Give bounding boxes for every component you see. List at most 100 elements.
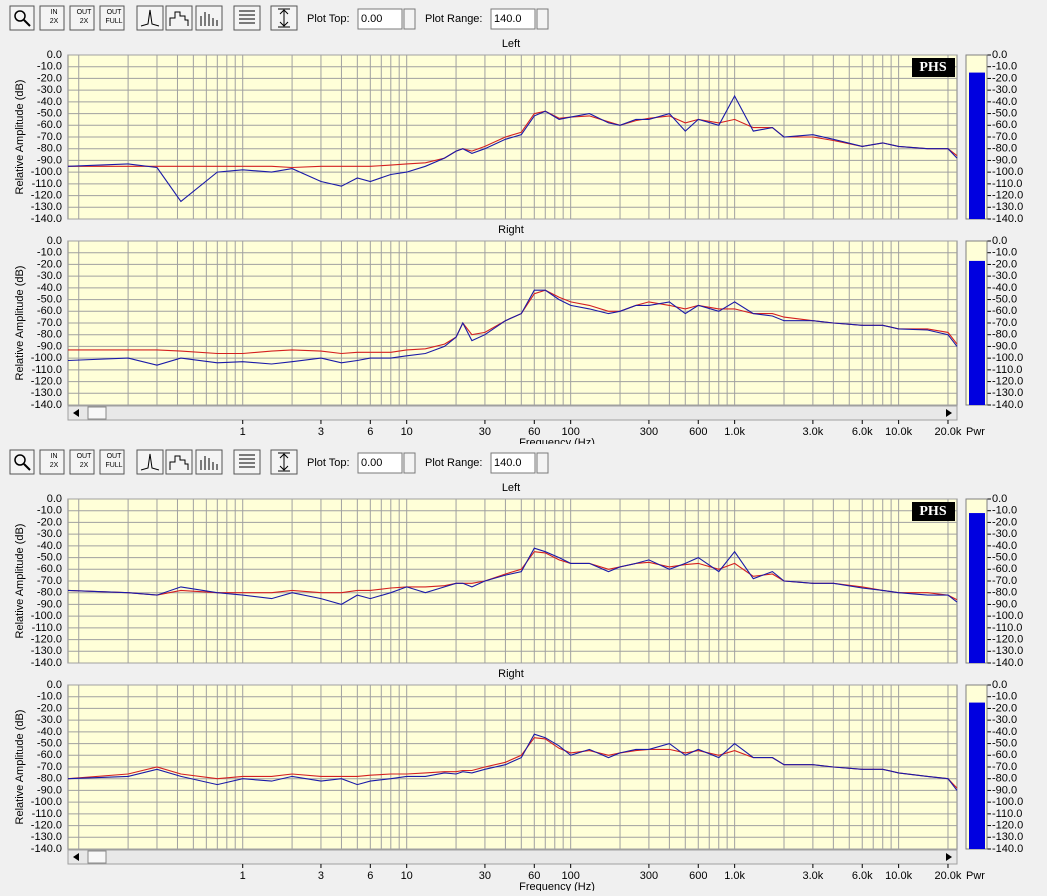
y-tick-label: 0.0 — [47, 49, 62, 61]
icon-label: IN — [51, 453, 58, 460]
meter-tick-label: -70.0 — [992, 575, 1017, 587]
spinner[interactable] — [403, 8, 416, 30]
scroll-right[interactable] — [946, 409, 952, 417]
meter-tick-label: -80.0 — [992, 143, 1017, 155]
icon — [140, 453, 160, 471]
y-tick-label: -70.0 — [37, 575, 62, 587]
meter-tick-label: -130.0 — [992, 831, 1023, 843]
meter-tick-label: -20.0 — [992, 258, 1017, 270]
zoom-preset-button[interactable] — [99, 449, 125, 475]
plot-top-input[interactable] — [357, 452, 403, 474]
x-tick-label: 6.0k — [852, 426, 873, 438]
meter-tick-label: -40.0 — [992, 540, 1017, 552]
view-mode-button[interactable] — [136, 449, 164, 475]
x-tick-label: 10 — [401, 426, 413, 438]
chart-title: Right — [498, 668, 524, 680]
y-tick-label: -10.0 — [37, 691, 62, 703]
scroll-thumb[interactable] — [87, 850, 107, 864]
meter-bar — [969, 260, 985, 405]
settings-button[interactable] — [233, 5, 261, 31]
plot-top-input[interactable] — [357, 8, 403, 30]
meter-tick-label: -120.0 — [992, 375, 1023, 387]
meter-tick-label: -50.0 — [992, 551, 1017, 563]
plot-top-value: 0.00 — [361, 13, 382, 25]
y-tick-label: -50.0 — [37, 551, 62, 563]
badge — [912, 502, 955, 521]
y-tick-label: -70.0 — [37, 317, 62, 329]
zoom-button[interactable] — [9, 449, 35, 475]
meter-tick-label: -80.0 — [992, 773, 1017, 785]
y-tick-label: -60.0 — [37, 305, 62, 317]
plot-range-label: Plot Range: — [425, 457, 482, 469]
plot-range-input[interactable] — [490, 452, 536, 474]
meter-tick-label: -60.0 — [992, 749, 1017, 761]
y-tick-label: -60.0 — [37, 563, 62, 575]
spinner[interactable] — [403, 452, 416, 474]
scroll-right[interactable] — [946, 853, 952, 861]
meter-tick-label: -10.0 — [992, 247, 1017, 259]
icon — [23, 19, 31, 27]
chart-title: Left — [502, 482, 520, 494]
x-tick-label: 100 — [561, 426, 579, 438]
y-tick-label: -100.0 — [31, 796, 62, 808]
x-tick-label: 300 — [640, 426, 658, 438]
y-tick-label: -50.0 — [37, 107, 62, 119]
y-tick-label: -130.0 — [31, 387, 62, 399]
meter-tick-label: -110.0 — [992, 622, 1022, 634]
meter-tick-label: -20.0 — [992, 702, 1017, 714]
icon — [14, 454, 26, 466]
x-tick-label: 30 — [479, 426, 491, 438]
spectrum-line — [67, 289, 958, 366]
x-tick-label: 600 — [689, 870, 707, 882]
y-tick-label: -90.0 — [37, 154, 62, 166]
icon — [278, 452, 290, 472]
zoom-preset-button[interactable] — [39, 5, 65, 31]
meter-tick-label: -10.0 — [992, 61, 1017, 73]
spectrum-line — [67, 733, 958, 791]
scroll-left[interactable] — [73, 853, 79, 861]
x-tick-label: 6 — [367, 426, 373, 438]
zoom-button[interactable] — [9, 5, 35, 31]
zoom-preset-button[interactable] — [99, 5, 125, 31]
zoom-preset-button[interactable] — [69, 5, 95, 31]
zoom-preset-button[interactable] — [69, 449, 95, 475]
spinner[interactable] — [536, 452, 549, 474]
x-tick-label: 20.0k — [935, 870, 962, 882]
meter-tick-label: -120.0 — [992, 633, 1023, 645]
spinner[interactable] — [536, 8, 549, 30]
y-tick-label: -100.0 — [31, 610, 62, 622]
plot-range-input[interactable] — [490, 8, 536, 30]
y-tick-label: 0.0 — [47, 679, 62, 691]
y-axis-label: Relative Amplitude (dB) — [14, 80, 26, 195]
icon-label: FULL — [105, 462, 122, 469]
y-tick-label: -50.0 — [37, 293, 62, 305]
meter-tick-label: -60.0 — [992, 119, 1017, 131]
meter-tick-label: -20.0 — [992, 516, 1017, 528]
scrollbar[interactable] — [67, 405, 958, 421]
x-tick-label: 10.0k — [885, 870, 912, 882]
y-tick-label: -40.0 — [37, 540, 62, 552]
y-tick-label: -30.0 — [37, 84, 62, 96]
y-tick-label: -120.0 — [31, 819, 62, 831]
icon-label: IN — [51, 9, 58, 16]
icon — [169, 11, 189, 26]
scroll-thumb[interactable] — [87, 406, 107, 420]
settings-button[interactable] — [233, 449, 261, 475]
y-tick-label: -20.0 — [37, 516, 62, 528]
y-tick-label: -10.0 — [37, 61, 62, 73]
scroll-left[interactable] — [73, 409, 79, 417]
plot-top-label: Plot Top: — [307, 457, 350, 469]
icon-label: OUT — [77, 453, 93, 460]
meter-tick-label: -140.0 — [992, 657, 1023, 669]
y-tick-label: -140.0 — [31, 213, 62, 225]
meter-tick-label: -30.0 — [992, 714, 1017, 726]
y-tick-label: -130.0 — [31, 645, 62, 657]
zoom-preset-button[interactable] — [39, 449, 65, 475]
meter-tick-label: -60.0 — [992, 305, 1017, 317]
icon-label: 2X — [80, 18, 89, 25]
scrollbar[interactable] — [67, 849, 958, 865]
plot-range-label: Plot Range: — [425, 13, 482, 25]
x-tick-label: 1 — [240, 426, 246, 438]
view-mode-button[interactable] — [136, 5, 164, 31]
x-tick-label: 10.0k — [885, 426, 912, 438]
